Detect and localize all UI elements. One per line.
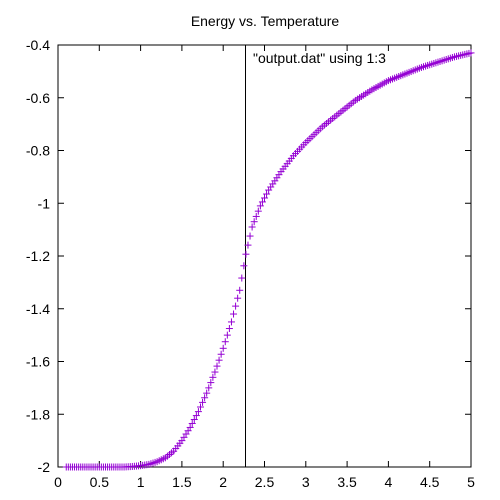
- y-tick-label-0: -2: [38, 459, 51, 475]
- x-tick-label-5: 2.5: [255, 474, 275, 490]
- x-tick-label-0: 0: [54, 474, 62, 490]
- x-tick-label-1: 0.5: [90, 474, 110, 490]
- x-tick-label-10: 5: [467, 474, 475, 490]
- y-tick-label-6: -0.8: [26, 143, 50, 159]
- y-tick-label-7: -0.6: [26, 90, 50, 106]
- y-tick-label-5: -1: [38, 195, 51, 211]
- y-tick-label-2: -1.6: [26, 354, 50, 370]
- chart-title: Energy vs. Temperature: [191, 13, 340, 29]
- legend-label: "output.dat" using 1:3: [253, 50, 386, 66]
- y-tick-label-1: -1.8: [26, 406, 50, 422]
- y-tick-label-4: -1.2: [26, 248, 50, 264]
- y-tick-label-8: -0.4: [26, 37, 50, 53]
- x-tick-label-8: 4: [385, 474, 393, 490]
- y-tick-label-3: -1.4: [26, 301, 50, 317]
- x-tick-label-9: 4.5: [420, 474, 440, 490]
- x-tick-label-6: 3: [302, 474, 310, 490]
- x-tick-label-4: 2: [219, 474, 227, 490]
- x-tick-label-2: 1: [137, 474, 145, 490]
- x-tick-label-7: 3.5: [337, 474, 357, 490]
- plot-area: 0 0.5 1 1.5 2 2.5 3 3.5 4 4.5 5 -2 -1.8 -1.6 -1.4 -1.2 -…: [26, 37, 475, 490]
- x-tick-label-3: 1.5: [172, 474, 192, 490]
